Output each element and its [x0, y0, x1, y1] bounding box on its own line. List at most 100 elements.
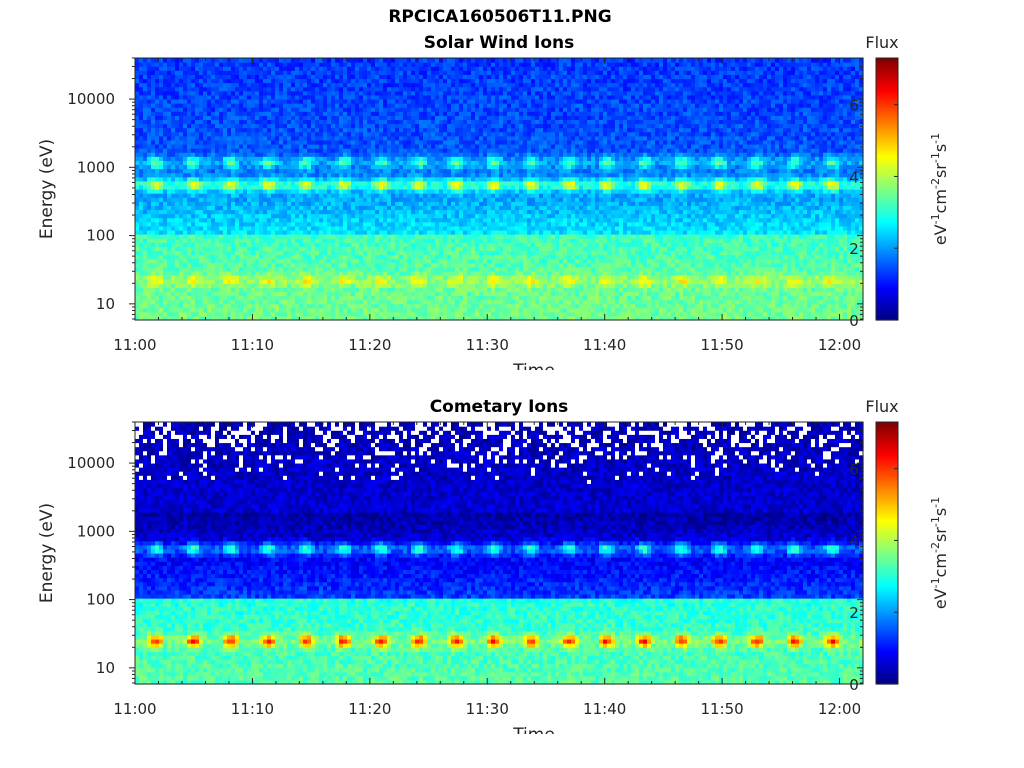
heatmap-cell: [235, 283, 240, 288]
heatmap-cell: [395, 189, 400, 194]
heatmap-cell: [159, 246, 164, 251]
heatmap-cell: [227, 213, 232, 219]
heatmap-cell: [251, 201, 256, 206]
heatmap-cell: [259, 283, 264, 288]
heatmap-cell: [331, 94, 336, 100]
heatmap-cell: [351, 156, 356, 161]
heatmap-cell: [439, 287, 444, 292]
heatmap-cell: [171, 262, 176, 268]
heatmap-cell: [403, 123, 408, 129]
heatmap-cell: [183, 103, 188, 108]
heatmap-cell: [259, 209, 264, 215]
heatmap-cell: [259, 139, 264, 145]
heatmap-cell: [195, 189, 200, 194]
heatmap-cell: [383, 250, 388, 256]
heatmap-cell: [279, 172, 284, 178]
heatmap-cell: [411, 74, 416, 80]
heatmap-cell: [227, 168, 232, 174]
heatmap-cell: [287, 274, 292, 280]
heatmap-cell: [347, 62, 352, 67]
heatmap-cell: [343, 139, 348, 145]
heatmap-cell: [195, 209, 200, 215]
heatmap-cell: [335, 209, 340, 215]
heatmap-cell: [423, 107, 428, 112]
heatmap-cell: [203, 82, 208, 88]
heatmap-cell: [371, 250, 376, 256]
heatmap-cell: [347, 176, 352, 182]
heatmap-cell: [223, 62, 228, 67]
heatmap-cell: [315, 131, 320, 137]
heatmap-cell: [299, 270, 304, 276]
heatmap-cell: [267, 209, 272, 215]
heatmap-cell: [179, 115, 184, 120]
heatmap-cell: [339, 307, 344, 313]
heatmap-cell: [355, 103, 360, 108]
heatmap-cell: [383, 266, 388, 272]
heatmap-cell: [387, 148, 392, 153]
heatmap-cell: [199, 307, 204, 313]
heatmap-cell: [207, 62, 212, 67]
heatmap-cell: [443, 127, 448, 133]
heatmap-cell: [419, 184, 424, 190]
heatmap-cell: [427, 311, 432, 317]
heatmap-cell: [147, 70, 152, 75]
heatmap-cell: [239, 266, 244, 272]
heatmap-cell: [151, 279, 156, 284]
heatmap-cell: [339, 131, 344, 137]
heatmap-cell: [363, 189, 368, 194]
heatmap-cell: [411, 119, 416, 125]
heatmap-cell: [419, 291, 424, 297]
heatmap-cell: [179, 266, 184, 272]
heatmap-cell: [195, 266, 200, 272]
heatmap-cell: [207, 111, 212, 116]
heatmap-cell: [407, 295, 412, 301]
heatmap-cell: [243, 172, 248, 178]
heatmap-cell: [395, 103, 400, 108]
heatmap-cell: [223, 168, 228, 174]
heatmap-cell: [155, 78, 160, 84]
heatmap-cell: [167, 98, 172, 104]
heatmap-cell: [351, 315, 356, 321]
heatmap-cell: [275, 291, 280, 297]
heatmap-cell: [263, 184, 268, 190]
heatmap-cell: [215, 283, 220, 288]
heatmap-cell: [427, 70, 432, 75]
heatmap-cell: [227, 197, 232, 202]
heatmap-cell: [427, 82, 432, 88]
heatmap-cell: [255, 193, 260, 198]
heatmap-cell: [199, 250, 204, 256]
heatmap-cell: [331, 197, 336, 202]
heatmap-cell: [151, 58, 156, 63]
heatmap-cell: [407, 221, 412, 227]
heatmap-cell: [143, 225, 148, 231]
heatmap-cell: [143, 311, 148, 317]
heatmap-cell: [211, 287, 216, 292]
heatmap-cell: [215, 139, 220, 145]
heatmap-cell: [199, 180, 204, 186]
heatmap-cell: [387, 217, 392, 223]
heatmap-cell: [367, 254, 372, 260]
heatmap-cell: [355, 119, 360, 125]
heatmap-cell: [435, 311, 440, 317]
heatmap-cell: [139, 217, 144, 223]
heatmap-cell: [383, 94, 388, 100]
heatmap-cell: [355, 258, 360, 264]
heatmap-cell: [407, 291, 412, 297]
heatmap-cell: [243, 213, 248, 219]
heatmap-cell: [375, 156, 380, 161]
heatmap-cell: [135, 193, 140, 198]
heatmap-cell: [387, 295, 392, 301]
heatmap-cell: [343, 311, 348, 317]
heatmap-cell: [207, 287, 212, 292]
heatmap-cell: [315, 66, 320, 71]
heatmap-cell: [191, 143, 196, 149]
heatmap-cell: [419, 70, 424, 75]
heatmap-cell: [323, 258, 328, 264]
heatmap-cell: [415, 62, 420, 67]
heatmap-cell: [319, 221, 324, 227]
heatmap-cell: [439, 274, 444, 280]
heatmap-cell: [351, 299, 356, 305]
heatmap-cell: [347, 238, 352, 243]
heatmap-cell: [267, 111, 272, 116]
heatmap-cell: [403, 258, 408, 264]
